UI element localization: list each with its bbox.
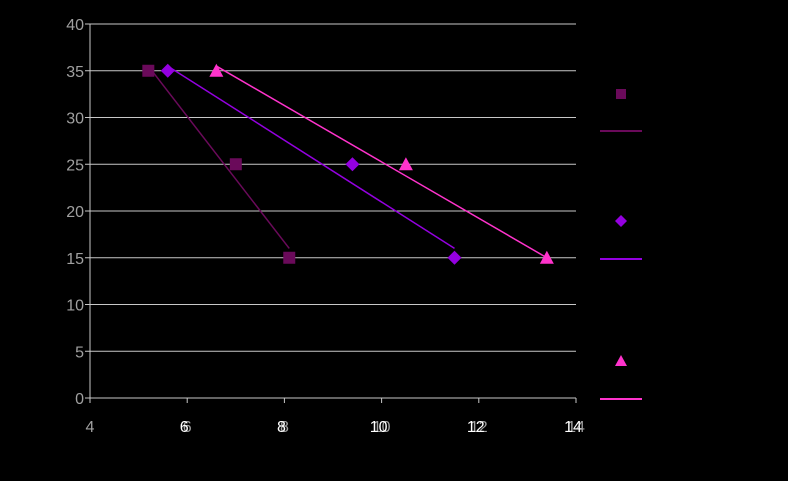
y-tick-label-5: 5 <box>75 344 84 361</box>
series-2-point-3 <box>447 250 462 265</box>
x-tick-label-4: 4 <box>86 419 95 436</box>
legend-marker-series-1 <box>616 89 626 99</box>
series-1-point-3 <box>283 251 296 264</box>
x-tick-label-10: 10 <box>373 419 391 436</box>
x-overlay-tick-label-8: 8 <box>277 419 286 436</box>
x-overlay-tick-label-10: 10 <box>370 419 388 436</box>
x-tick-label-8: 8 <box>280 419 289 436</box>
x-tick-label-12: 12 <box>470 419 488 436</box>
series-3-point-2 <box>398 157 413 171</box>
series-3-point-3 <box>539 250 554 264</box>
y-tick-label-40: 40 <box>66 17 84 34</box>
series-2-trendline <box>167 65 455 250</box>
series-3-point-1 <box>209 63 224 77</box>
x-tick-label-14: 14 <box>567 419 585 436</box>
series-2-point-1 <box>160 63 175 78</box>
y-tick-label-0: 0 <box>75 391 84 408</box>
series-1-point-1 <box>142 64 155 77</box>
series-3-trendline <box>215 65 548 259</box>
series-1-trendline <box>147 65 290 249</box>
x-tick-label-6: 6 <box>183 419 192 436</box>
x-overlay-tick-label-14: 14 <box>564 419 582 436</box>
x-overlay-tick-label-6: 6 <box>180 419 189 436</box>
series-2-point-2 <box>345 157 360 172</box>
series-1-point-2 <box>229 158 242 171</box>
y-tick-label-15: 15 <box>66 251 84 268</box>
x-overlay-tick-label-12: 12 <box>467 419 485 436</box>
y-tick-label-10: 10 <box>66 298 84 315</box>
y-tick-label-30: 30 <box>66 111 84 128</box>
y-tick-label-35: 35 <box>66 64 84 81</box>
legend-marker-series-2 <box>615 215 627 227</box>
y-tick-label-20: 20 <box>66 204 84 221</box>
legend-marker-series-3 <box>615 355 627 366</box>
y-tick-label-25: 25 <box>66 157 84 174</box>
